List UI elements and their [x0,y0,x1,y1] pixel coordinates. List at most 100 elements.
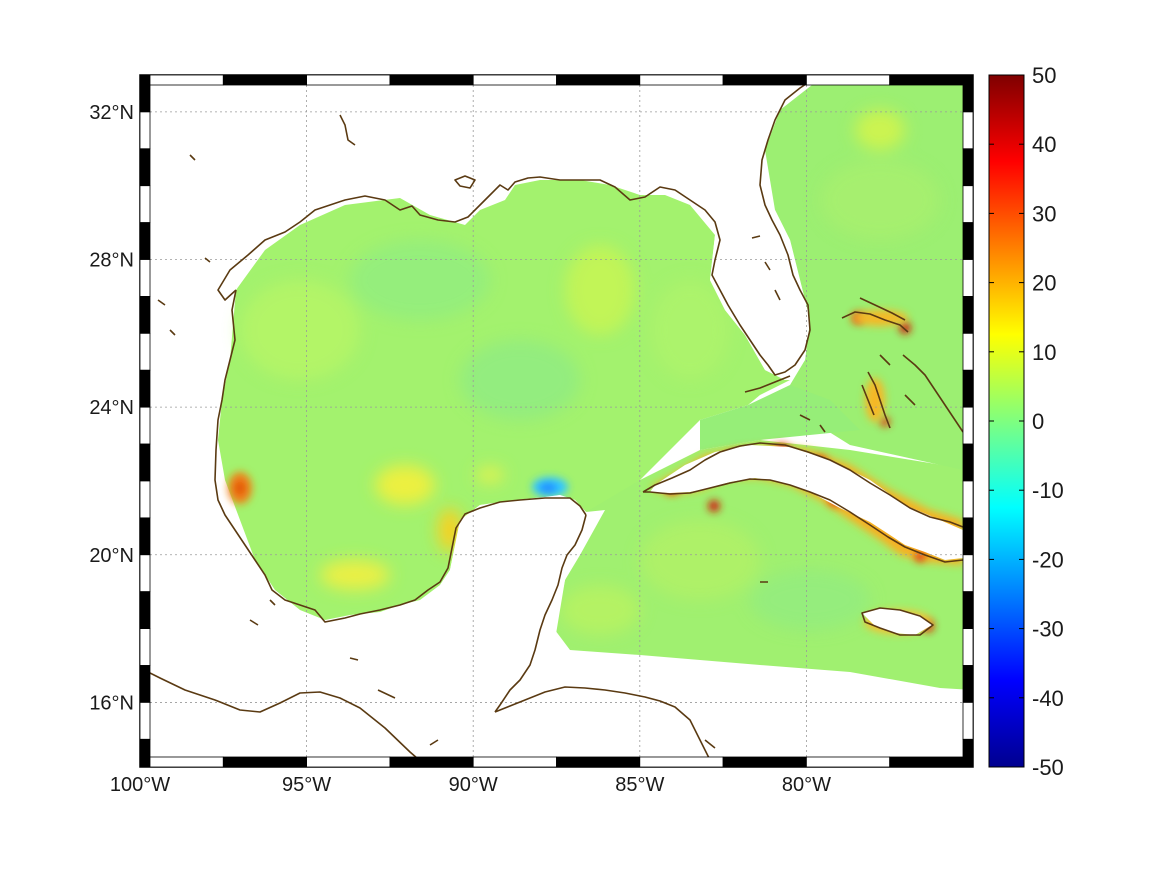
frame-left-seg [139,185,151,224]
frame-left-seg [139,222,151,260]
x-tick-label: 100°W [110,774,170,796]
cuba-coast [642,442,964,563]
frame-right-seg [962,332,974,371]
frame-left-seg [139,406,151,445]
bahamas-coast [841,297,964,433]
central-america-coast [140,667,426,766]
frame-right-seg [962,738,974,768]
y-tick-label: 16°N [89,692,134,714]
frame-bottom-seg [222,756,308,768]
colorbar-tick-label: -10 [1032,478,1064,503]
frame-right-seg [962,296,974,334]
honduras-coast [494,686,711,761]
frame-right-seg [962,222,974,260]
coastlines [140,79,964,766]
frame-right-seg [962,185,974,224]
straits-field [700,385,860,450]
frame-bottom-seg [556,756,641,768]
colorbar-tick-label: -30 [1032,617,1064,642]
colorbar-tick-label: 40 [1032,132,1056,157]
frame-left-scale [139,74,151,768]
frame-bottom-seg [472,756,557,768]
x-tick-labels: 100°W 95°W 90°W 85°W 80°W [110,774,831,796]
frame-top-scale [139,74,974,86]
frame-right-seg [962,554,974,593]
frame-right-seg [962,702,974,740]
colorbar-tick-label: 50 [1032,63,1056,88]
frame-top-seg [889,74,974,86]
frame-right-seg [962,628,974,666]
small-islands [157,114,826,749]
colorbar-gradient [988,74,1025,768]
frame-right-scale [962,74,974,768]
frame-left-seg [139,480,151,519]
frame-right-seg [962,443,974,482]
frame-bottom-seg [306,756,391,768]
frame-top-seg [806,74,891,86]
frame-top-seg [722,74,807,86]
colorbar: 50 40 30 20 10 0 -10 -20 -30 -40 -50 [988,63,1064,780]
frame-right-seg [962,591,974,630]
frame-left-seg [139,148,151,187]
frame-top-seg [139,74,224,86]
frame-left-seg [139,296,151,334]
colorbar-tick-label: 10 [1032,340,1056,365]
frame-right-seg [962,665,974,703]
colorbar-tick-label: 30 [1032,201,1056,226]
gridlines [140,75,973,767]
frame-bottom-seg [806,756,891,768]
frame-right-seg [962,369,974,408]
x-tick-label: 85°W [615,774,664,796]
y-tick-label: 20°N [89,545,134,567]
gulf-coast-north [217,79,813,376]
frame-right-seg [962,148,974,187]
x-tick-label: 95°W [282,774,331,796]
colorbar-ticks: 50 40 30 20 10 0 -10 -20 -30 -40 -50 [989,63,1064,780]
anomaly-field [218,85,973,720]
x-tick-label: 90°W [449,774,498,796]
florida-keys [744,375,791,393]
frame-right-seg [962,517,974,556]
frame-left-seg [139,628,151,666]
frame-top-seg [389,74,474,86]
y-tick-label: 32°N [89,102,134,124]
map-frame [139,74,974,768]
y-tick-label: 24°N [89,397,134,419]
gulf-coast-west [214,289,587,623]
frame-left-seg [139,74,151,113]
frame-right-seg [962,111,974,150]
colorbar-tick-label: -50 [1032,755,1064,780]
frame-left-seg [139,738,151,768]
frame-top-seg [639,74,724,86]
frame-left-seg [139,369,151,408]
frame-bottom-seg [389,756,474,768]
frame-bottom-seg [639,756,724,768]
colorbar-tick-label: 20 [1032,271,1056,296]
frame-top-seg [472,74,557,86]
frame-right-seg [962,74,974,113]
colorbar-tick-label: 0 [1032,409,1044,434]
frame-top-seg [222,74,308,86]
frame-left-seg [139,443,151,482]
colorbar-tick-label: -20 [1032,547,1064,572]
frame-left-seg [139,259,151,297]
frame-bottom-seg [722,756,807,768]
frame-right-seg [962,480,974,519]
x-tick-label: 80°W [782,774,831,796]
frame-bottom-seg [139,756,224,768]
frame-right-seg [962,406,974,445]
y-tick-label: 28°N [89,250,134,272]
anomaly-blobs [240,110,940,635]
colorbar-tick-label: -40 [1032,686,1064,711]
frame-left-seg [139,665,151,703]
y-tick-labels: 32°N 28°N 24°N 20°N 16°N [89,102,134,715]
jamaica-coast [861,607,934,636]
frame-bottom-scale [139,756,974,768]
frame-left-seg [139,702,151,740]
frame-top-seg [306,74,391,86]
frame-left-seg [139,554,151,593]
frame-right-seg [962,259,974,297]
frame-left-seg [139,591,151,630]
yucatan-coast [494,514,587,713]
